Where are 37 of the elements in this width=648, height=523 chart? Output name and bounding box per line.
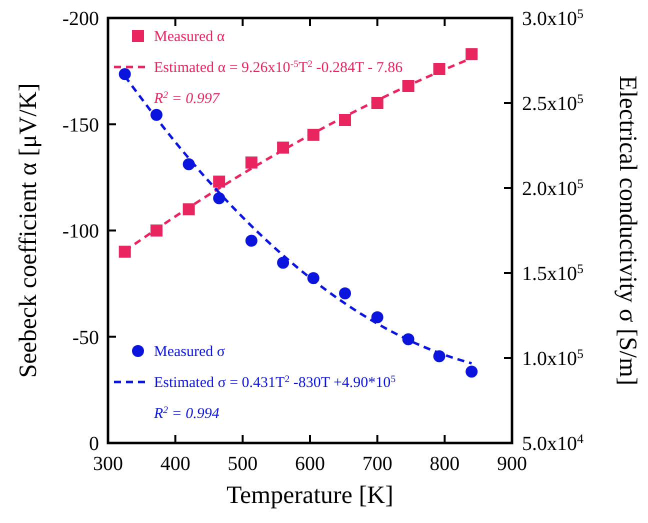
x-tick-label: 800	[430, 453, 460, 475]
point	[245, 156, 258, 168]
point	[466, 366, 478, 378]
y-tick-label: 0	[89, 433, 99, 455]
point	[339, 287, 352, 300]
legend-label: Measured σ	[154, 344, 225, 360]
point	[466, 48, 478, 60]
x-tick-label: 300	[93, 453, 123, 475]
y2-tick-label: 2.5x10$^{5}$	[522, 90, 584, 115]
annotation: R$^{2}$ = 0.994	[153, 404, 220, 422]
y-tick-label: -200	[62, 8, 99, 30]
x-tick-label: 900	[497, 453, 527, 475]
x-tick-label: 500	[228, 453, 258, 475]
x-tick-label: 700	[362, 453, 392, 475]
y-axis-title: Seebeck coefficient α [μV/K]	[15, 83, 42, 378]
y2-tick-label: 1.5x10$^{5}$	[522, 260, 584, 285]
y-tick-label: -150	[62, 114, 99, 136]
y2-tick-label: 2.0x10$^{5}$	[522, 176, 584, 200]
y-tick-label: -100	[62, 220, 99, 242]
y2-tick-label: 3.0x10$^{5}$	[522, 6, 584, 30]
point	[371, 311, 384, 324]
point	[277, 256, 290, 269]
legend-label: Estimated σ = 0.431T$^{2}$ -830T +4.90*10$^{5}$	[154, 374, 396, 391]
x-tick-label: 400	[160, 453, 190, 475]
y-tick-label: -50	[72, 326, 99, 349]
y2-tick-label: 1.0x10$^{5}$	[522, 346, 584, 370]
legend-label: Estimated α = 9.26x10$^{-5}$T$^{2}$ -0.284T - 7.86	[154, 58, 404, 76]
point	[213, 176, 226, 188]
x-axis-title: Temperature [K]	[226, 482, 394, 509]
point	[245, 234, 258, 247]
y2-axis-title: Electrical conductivity σ [S/m]	[614, 76, 641, 386]
x-tick-label: 600	[295, 453, 325, 475]
y2-tick-label: 5.0x10$^{4}$	[522, 430, 584, 455]
annotation: R$^{2}$ = 0.997	[153, 90, 221, 107]
point	[213, 192, 226, 204]
point	[118, 68, 131, 80]
legend-label: Measured α	[154, 29, 225, 45]
